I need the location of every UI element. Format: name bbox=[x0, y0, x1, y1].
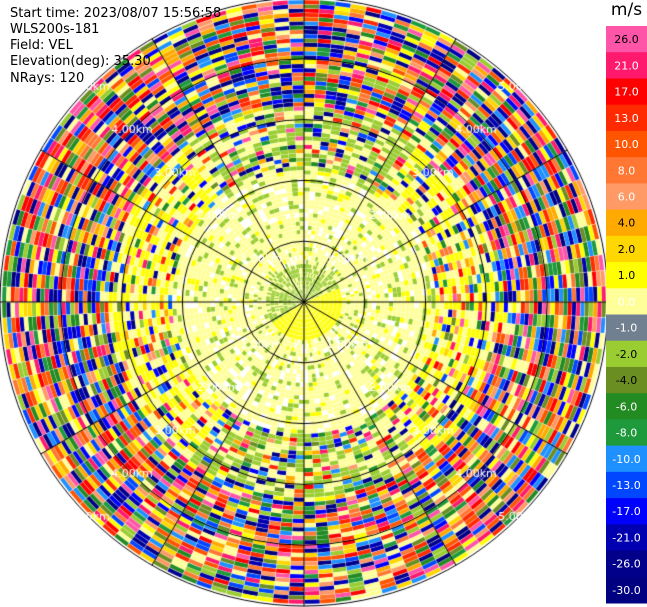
colorbar-swatch bbox=[606, 26, 647, 53]
colorbar-swatch bbox=[606, 576, 647, 604]
colorbar-swatch bbox=[606, 393, 647, 420]
colorbar-tick-label: 10.0 bbox=[614, 138, 639, 151]
station-label: WLS200s-181 bbox=[10, 22, 100, 37]
colorbar-tick-label: 21.0 bbox=[614, 59, 639, 72]
colorbar-swatch bbox=[606, 157, 647, 184]
colorbar-tick-label: 17.0 bbox=[614, 86, 639, 99]
colorbar-swatch bbox=[606, 78, 647, 106]
colorbar-swatch bbox=[606, 471, 647, 499]
start-time-label: Start time: 2023/08/07 15:56:58 bbox=[10, 6, 222, 21]
colorbar-tick-label: -2.0 bbox=[616, 348, 637, 361]
colorbar-tick-label: -4.0 bbox=[616, 374, 637, 387]
colorbar-tick-label: -17.0 bbox=[612, 505, 640, 518]
colorbar-swatch bbox=[606, 235, 647, 263]
colorbar-swatch bbox=[606, 419, 647, 447]
colorbar-tick-label: -1.0 bbox=[616, 322, 637, 335]
colorbar-tick-label: -10.0 bbox=[612, 453, 640, 466]
nrays-label: NRays: 120 bbox=[10, 71, 85, 86]
colorbar-swatch bbox=[606, 550, 647, 578]
colorbar-tick-label: 26.0 bbox=[614, 33, 639, 46]
colorbar-swatch bbox=[606, 130, 647, 158]
colorbar-swatch bbox=[606, 314, 647, 342]
colorbar-swatch bbox=[606, 209, 647, 237]
colorbar-swatch bbox=[606, 183, 647, 211]
colorbar-tick-label: -26.0 bbox=[612, 558, 640, 571]
colorbar-tick-label: -30.0 bbox=[612, 584, 640, 597]
colorbar-swatch bbox=[606, 52, 647, 79]
colorbar-tick-label: 4.0 bbox=[618, 217, 636, 230]
colorbar-unit-label: m/s bbox=[610, 0, 643, 20]
colorbar-tick-label: 0.0 bbox=[618, 295, 636, 308]
colorbar-swatch bbox=[606, 288, 647, 315]
colorbar-tick-label: 8.0 bbox=[618, 164, 636, 177]
colorbar-tick-label: 6.0 bbox=[618, 190, 636, 203]
colorbar-swatch bbox=[606, 340, 647, 368]
colorbar-swatch bbox=[606, 366, 647, 394]
colorbar-swatch bbox=[606, 498, 647, 525]
colorbar-swatch bbox=[606, 262, 647, 289]
colorbar-swatch bbox=[606, 104, 647, 132]
colorbar-tick-label: 13.0 bbox=[614, 112, 639, 125]
colorbar-swatch bbox=[606, 524, 647, 552]
field-label: Field: VEL bbox=[10, 38, 73, 53]
colorbar-tick-label: -6.0 bbox=[616, 400, 637, 413]
colorbar-tick-label: -21.0 bbox=[612, 531, 640, 544]
colorbar-tick-label: -8.0 bbox=[616, 427, 637, 440]
velocity-colorbar: 26.0 21.0 17.0 13.0 10.0 8.0 6.0 4.0 2.0 1.0 0.0 -1… bbox=[606, 26, 647, 604]
elevation-label: Elevation(deg): 35.30 bbox=[10, 54, 151, 69]
colorbar-tick-label: 1.0 bbox=[618, 269, 636, 282]
colorbar-tick-label: 2.0 bbox=[618, 243, 636, 256]
colorbar-tick-label: -13.0 bbox=[612, 479, 640, 492]
colorbar-swatch bbox=[606, 445, 647, 473]
